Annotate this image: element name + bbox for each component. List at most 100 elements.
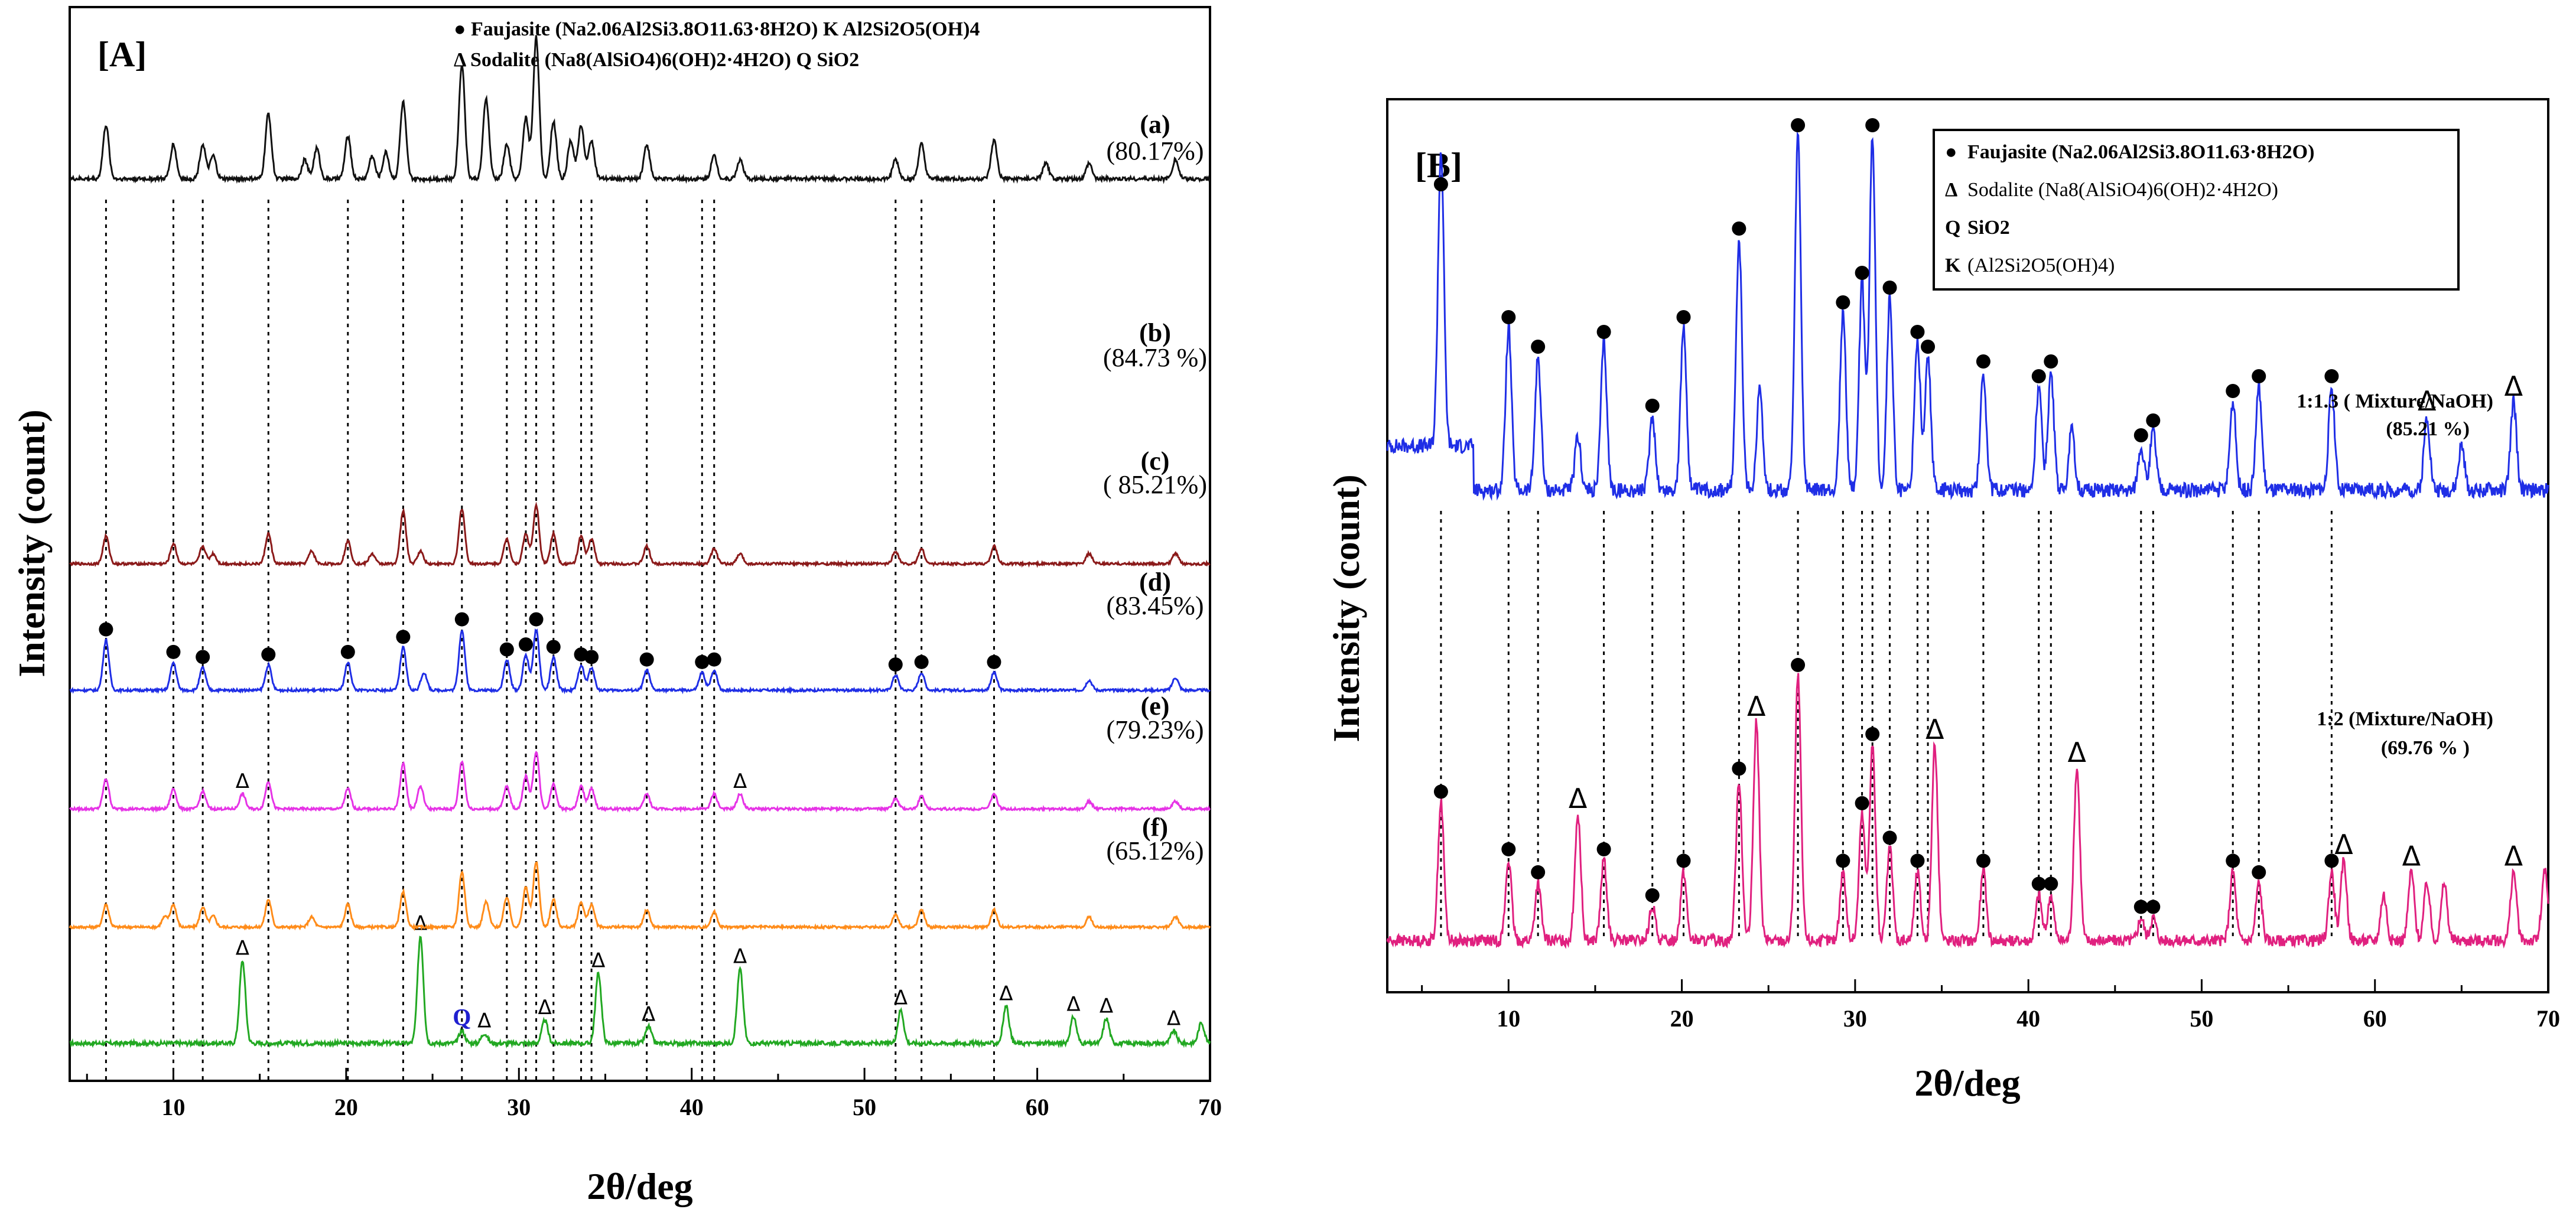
legend-marker-sodalite: Δ bbox=[1945, 179, 1957, 201]
x-tick-label: 60 bbox=[1026, 1094, 1049, 1120]
faujasite-marker bbox=[914, 654, 929, 669]
faujasite-marker bbox=[1732, 221, 1746, 236]
x-tick-label: 40 bbox=[680, 1094, 704, 1120]
series-name-label: (e) bbox=[1141, 692, 1170, 721]
faujasite-marker bbox=[1645, 399, 1660, 413]
series-percent-label: (65.12%) bbox=[1107, 836, 1204, 865]
xrd-pattern-line bbox=[1386, 131, 2549, 501]
faujasite-marker bbox=[454, 612, 469, 627]
xrd-pattern-line bbox=[69, 861, 1211, 931]
faujasite-marker bbox=[1865, 726, 1880, 741]
sodalite-marker: Δ bbox=[236, 936, 249, 960]
faujasite-marker bbox=[261, 647, 276, 662]
series-percent-label: ( 85.21%) bbox=[1103, 470, 1207, 499]
sodalite-marker: Δ bbox=[538, 996, 552, 1019]
series-percent-label: (69.76 % ) bbox=[2381, 737, 2470, 759]
faujasite-marker bbox=[639, 652, 654, 667]
x-tick-label: 50 bbox=[2190, 1005, 2213, 1032]
sodalite-marker: Δ bbox=[1100, 994, 1113, 1018]
panel-b-legend-box bbox=[1933, 129, 2460, 291]
sodalite-marker: Δ bbox=[999, 982, 1013, 1005]
sodalite-marker: Δ bbox=[591, 949, 605, 972]
x-tick-label: 50 bbox=[853, 1094, 876, 1120]
faujasite-marker bbox=[1882, 281, 1897, 295]
x-tick-label: 30 bbox=[1843, 1005, 1867, 1032]
x-tick-label: 20 bbox=[334, 1094, 358, 1120]
x-tick-label: 30 bbox=[507, 1094, 531, 1120]
sodalite-marker: Δ bbox=[2505, 840, 2523, 872]
faujasite-marker bbox=[1921, 340, 1936, 354]
faujasite-marker bbox=[987, 654, 1001, 669]
faujasite-marker bbox=[1596, 842, 1611, 856]
series-percent-label: (84.73 %) bbox=[1103, 343, 1207, 372]
series-a: (a)(80.17%) bbox=[69, 35, 1211, 184]
panel-b-y-label: Intensity (count) bbox=[1325, 474, 1367, 742]
xrd-pattern-line bbox=[1386, 673, 2549, 949]
sodalite-marker: Δ bbox=[2334, 829, 2353, 861]
faujasite-marker bbox=[1865, 118, 1880, 132]
faujasite-marker bbox=[2324, 369, 2339, 383]
xrd-pattern-line bbox=[69, 628, 1211, 695]
sodalite-marker: Δ bbox=[642, 1002, 655, 1026]
faujasite-marker bbox=[1531, 865, 1546, 879]
series-ratio-label: 1:1.3 ( Mixture/NaOH) bbox=[2297, 390, 2493, 412]
panel-a-x-axis: 10 20 30 40 50 60 70 bbox=[86, 1068, 1222, 1120]
legend-kaolinite: (Al2Si2O5(OH)4) bbox=[1967, 255, 2115, 276]
faujasite-marker bbox=[196, 650, 210, 664]
faujasite-marker bbox=[529, 612, 544, 627]
faujasite-marker bbox=[1596, 325, 1611, 339]
xrd-pattern-line bbox=[69, 501, 1211, 568]
legend-sodalite: Sodalite (Na8(AlSiO4)6(OH)2·4H2O) bbox=[1967, 179, 2278, 201]
faujasite-marker bbox=[1855, 266, 1869, 280]
faujasite-marker bbox=[1791, 118, 1806, 132]
faujasite-marker bbox=[2146, 900, 2161, 914]
panel-a-legend-line2: Δ Sodalite (Na8(AlSiO4)6(OH)2·4H2O) Q Si… bbox=[454, 49, 859, 71]
faujasite-marker bbox=[1976, 853, 1990, 868]
sodalite-marker: Δ bbox=[2418, 385, 2437, 417]
faujasite-marker bbox=[99, 622, 113, 637]
panel-a-label: [A] bbox=[97, 35, 147, 74]
faujasite-marker bbox=[1836, 295, 1850, 309]
series-1-2: Δ Δ Δ Δ Δ Δ Δ 1:2 (Mixture/NaOH) (69.76 % ) bbox=[1386, 657, 2549, 949]
xrd-pattern-line bbox=[69, 750, 1211, 813]
legend-marker-sio2: Q bbox=[1945, 217, 1960, 239]
series-1-1.3: Δ Δ1:1.3 ( Mixture/NaOH)(85.21 %) bbox=[1386, 118, 2549, 501]
faujasite-marker bbox=[1501, 842, 1516, 856]
panel-a-y-label: Intensity (count) bbox=[11, 409, 53, 677]
faujasite-marker bbox=[1836, 853, 1850, 868]
x-tick-label: 10 bbox=[161, 1094, 185, 1120]
xrd-pattern-line bbox=[69, 936, 1211, 1049]
series-c: (c)( 85.21%) bbox=[69, 447, 1211, 695]
series-ratio-label: 1:2 (Mixture/NaOH) bbox=[2317, 708, 2493, 730]
x-tick-label: 40 bbox=[2016, 1005, 2040, 1032]
legend-marker-kaolinite: K bbox=[1945, 255, 1961, 276]
panel-b-frame bbox=[1386, 98, 2549, 993]
sodalite-marker: Δ bbox=[1747, 690, 1766, 722]
panel-b-x-label: 2θ/deg bbox=[1914, 1062, 2020, 1104]
quartz-marker: Q bbox=[453, 1003, 471, 1030]
sodalite-marker: Δ bbox=[1167, 1006, 1180, 1030]
panel-a-frame bbox=[69, 6, 1211, 1082]
panel-a-guides bbox=[105, 200, 995, 1084]
series-d: Δ Δ (d)(83.45%) bbox=[69, 568, 1211, 813]
sodalite-marker: Δ bbox=[733, 944, 747, 968]
faujasite-marker bbox=[2031, 369, 2046, 383]
series-e: (e)(79.23%) bbox=[69, 692, 1211, 931]
faujasite-marker bbox=[1676, 853, 1691, 868]
sodalite-marker: Δ bbox=[1926, 713, 1944, 745]
legend-faujasite: Faujasite (Na2.06Al2Si3.8O11.63·8H2O) bbox=[1967, 141, 2314, 163]
series-b: (b)(84.73 %) bbox=[69, 318, 1211, 568]
panel-b: [B] ● Faujasite (Na2.06Al2Si3.8O11.63·8H… bbox=[1325, 98, 2560, 1104]
faujasite-marker bbox=[2252, 865, 2266, 879]
sodalite-marker: Δ bbox=[2068, 737, 2087, 768]
sodalite-marker: Δ bbox=[733, 770, 747, 793]
faujasite-marker bbox=[396, 630, 411, 644]
sodalite-marker: Δ bbox=[1569, 783, 1588, 814]
faujasite-marker bbox=[2133, 428, 2148, 442]
sodalite-marker: Δ bbox=[414, 911, 427, 935]
series-name-label: (b) bbox=[1139, 318, 1171, 347]
panel-b-x-axis: 10 20 30 40 50 60 70 bbox=[1421, 979, 2560, 1032]
